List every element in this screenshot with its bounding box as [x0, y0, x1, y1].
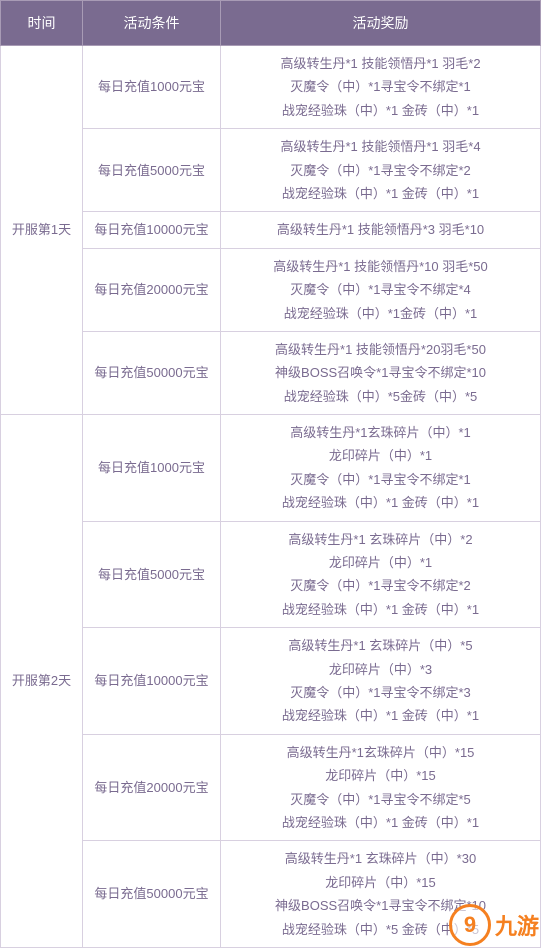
reward-line: 灭魔令（中）*1寻宝令不绑定*4 — [225, 278, 536, 301]
reward-line: 灭魔令（中）*1寻宝令不绑定*1 — [225, 468, 536, 491]
reward-cell: 高级转生丹*1 技能领悟丹*3 羽毛*10 — [221, 212, 541, 248]
reward-cell: 高级转生丹*1玄珠碎片（中）*15龙印碎片（中）*15灭魔令（中）*1寻宝令不绑… — [221, 734, 541, 841]
reward-line: 战宠经验珠（中）*1 金砖（中）*1 — [225, 99, 536, 122]
reward-cell: 高级转生丹*1 玄珠碎片（中）*30龙印碎片（中）*15神级BOSS召唤令*1寻… — [221, 841, 541, 948]
reward-line: 高级转生丹*1玄珠碎片（中）*15 — [225, 741, 536, 764]
reward-cell: 高级转生丹*1 玄珠碎片（中）*2龙印碎片（中）*1灭魔令（中）*1寻宝令不绑定… — [221, 521, 541, 628]
condition-cell: 每日充值5000元宝 — [83, 129, 221, 212]
reward-line: 战宠经验珠（中）*1 金砖（中）*1 — [225, 598, 536, 621]
reward-line: 高级转生丹*1玄珠碎片（中）*1 — [225, 421, 536, 444]
reward-line: 灭魔令（中）*1寻宝令不绑定*2 — [225, 159, 536, 182]
condition-cell: 每日充值50000元宝 — [83, 331, 221, 414]
reward-line: 龙印碎片（中）*15 — [225, 764, 536, 787]
condition-cell: 每日充值10000元宝 — [83, 628, 221, 735]
header-row: 时间 活动条件 活动奖励 — [1, 1, 541, 46]
reward-cell: 高级转生丹*1 技能领悟丹*20羽毛*50神级BOSS召唤令*1寻宝令不绑定*1… — [221, 331, 541, 414]
condition-cell: 每日充值5000元宝 — [83, 521, 221, 628]
reward-line: 高级转生丹*1 技能领悟丹*10 羽毛*50 — [225, 255, 536, 278]
reward-line: 高级转生丹*1 玄珠碎片（中）*2 — [225, 528, 536, 551]
reward-line: 战宠经验珠（中）*1金砖（中）*1 — [225, 302, 536, 325]
reward-cell: 高级转生丹*1玄珠碎片（中）*1龙印碎片（中）*1灭魔令（中）*1寻宝令不绑定*… — [221, 415, 541, 522]
reward-line: 龙印碎片（中）*1 — [225, 551, 536, 574]
reward-line: 高级转生丹*1 技能领悟丹*3 羽毛*10 — [225, 218, 536, 241]
header-condition: 活动条件 — [83, 1, 221, 46]
reward-line: 高级转生丹*1 技能领悟丹*1 羽毛*4 — [225, 135, 536, 158]
reward-line: 高级转生丹*1 技能领悟丹*20羽毛*50 — [225, 338, 536, 361]
reward-table: 时间 活动条件 活动奖励 开服第1天每日充值1000元宝高级转生丹*1 技能领悟… — [0, 0, 541, 948]
reward-line: 灭魔令（中）*1寻宝令不绑定*2 — [225, 574, 536, 597]
reward-cell: 高级转生丹*1 技能领悟丹*10 羽毛*50灭魔令（中）*1寻宝令不绑定*4战宠… — [221, 248, 541, 331]
condition-cell: 每日充值10000元宝 — [83, 212, 221, 248]
reward-line: 龙印碎片（中）*15 — [225, 871, 536, 894]
reward-cell: 高级转生丹*1 技能领悟丹*1 羽毛*2灭魔令（中）*1寻宝令不绑定*1战宠经验… — [221, 46, 541, 129]
table-row: 开服第2天每日充值1000元宝高级转生丹*1玄珠碎片（中）*1龙印碎片（中）*1… — [1, 415, 541, 522]
reward-line: 战宠经验珠（中）*1 金砖（中）*1 — [225, 811, 536, 834]
reward-line: 高级转生丹*1 玄珠碎片（中）*5 — [225, 634, 536, 657]
reward-cell: 高级转生丹*1 玄珠碎片（中）*5龙印碎片（中）*3灭魔令（中）*1寻宝令不绑定… — [221, 628, 541, 735]
reward-cell: 高级转生丹*1 技能领悟丹*1 羽毛*4灭魔令（中）*1寻宝令不绑定*2战宠经验… — [221, 129, 541, 212]
reward-line: 高级转生丹*1 玄珠碎片（中）*30 — [225, 847, 536, 870]
reward-line: 战宠经验珠（中）*1 金砖（中）*1 — [225, 704, 536, 727]
condition-cell: 每日充值20000元宝 — [83, 734, 221, 841]
reward-line: 灭魔令（中）*1寻宝令不绑定*1 — [225, 75, 536, 98]
time-cell: 开服第2天 — [1, 415, 83, 948]
reward-line: 高级转生丹*1 技能领悟丹*1 羽毛*2 — [225, 52, 536, 75]
reward-line: 神级BOSS召唤令*1寻宝令不绑定*10 — [225, 361, 536, 384]
reward-line: 龙印碎片（中）*3 — [225, 658, 536, 681]
reward-line: 战宠经验珠（中）*1 金砖（中）*1 — [225, 182, 536, 205]
condition-cell: 每日充值1000元宝 — [83, 415, 221, 522]
reward-line: 灭魔令（中）*1寻宝令不绑定*3 — [225, 681, 536, 704]
reward-line: 战宠经验珠（中）*1 金砖（中）*1 — [225, 491, 536, 514]
reward-line: 神级BOSS召唤令*1寻宝令不绑定*10 — [225, 894, 536, 917]
condition-cell: 每日充值1000元宝 — [83, 46, 221, 129]
table-row: 开服第1天每日充值1000元宝高级转生丹*1 技能领悟丹*1 羽毛*2灭魔令（中… — [1, 46, 541, 129]
time-cell: 开服第1天 — [1, 46, 83, 415]
header-time: 时间 — [1, 1, 83, 46]
reward-line: 战宠经验珠（中）*5 金砖（中）*5 — [225, 918, 536, 941]
condition-cell: 每日充值20000元宝 — [83, 248, 221, 331]
reward-line: 战宠经验珠（中）*5金砖（中）*5 — [225, 385, 536, 408]
reward-line: 龙印碎片（中）*1 — [225, 444, 536, 467]
reward-line: 灭魔令（中）*1寻宝令不绑定*5 — [225, 788, 536, 811]
condition-cell: 每日充值50000元宝 — [83, 841, 221, 948]
header-reward: 活动奖励 — [221, 1, 541, 46]
